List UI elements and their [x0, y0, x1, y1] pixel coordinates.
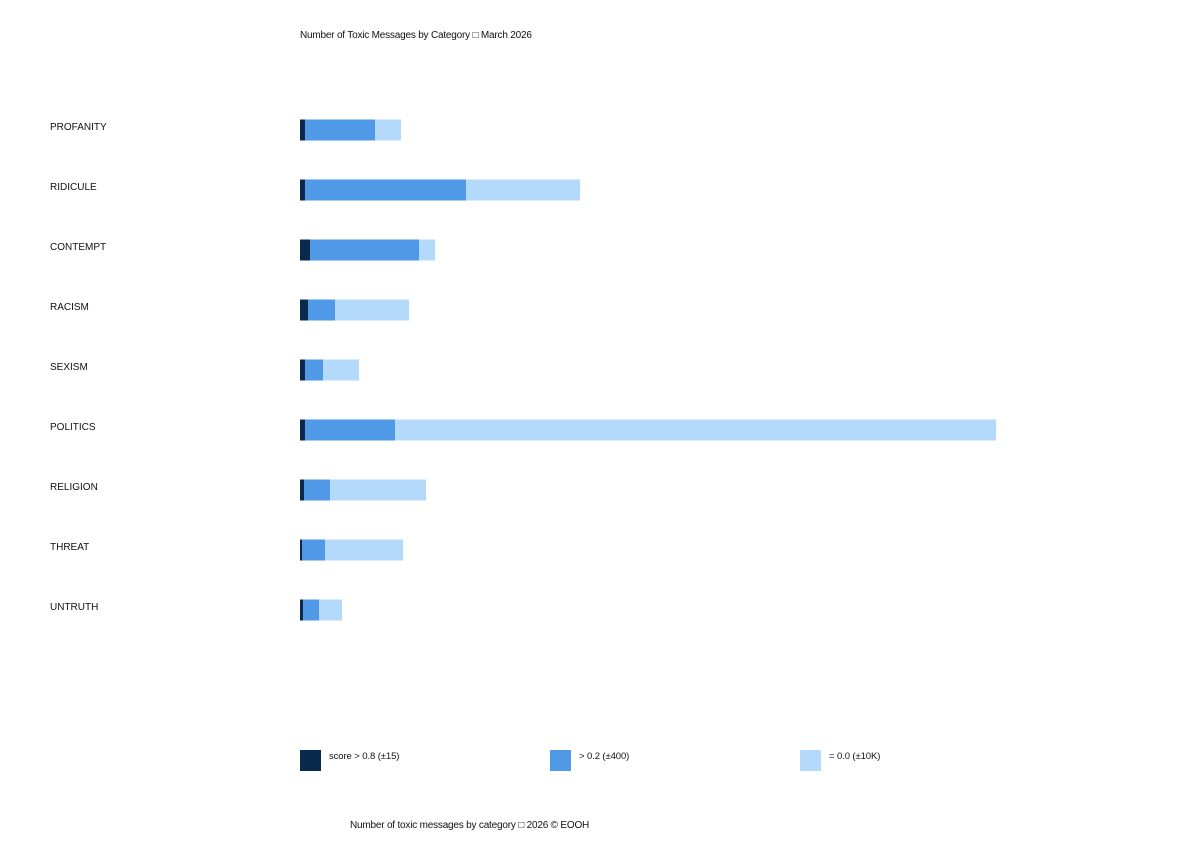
bar-profanity-zero	[375, 119, 401, 141]
category-label-politics: POLITICS	[50, 422, 96, 433]
category-label-untruth: UNTRUTH	[50, 602, 98, 613]
legend-label-zero: = 0.0 (±10K)	[829, 751, 881, 762]
legend-swatch-high	[300, 750, 321, 771]
bar-threat-high	[300, 539, 302, 561]
bar-ridicule-mid	[305, 179, 466, 201]
bar-contempt-mid	[310, 239, 419, 261]
bar-ridicule-zero	[466, 179, 580, 201]
bar-profanity-high	[300, 119, 305, 141]
bar-contempt-zero	[419, 239, 435, 261]
bar-untruth-high	[300, 599, 303, 621]
legend-swatch-zero	[800, 750, 821, 771]
category-label-threat: THREAT	[50, 542, 89, 553]
legend-swatch-mid	[550, 750, 571, 771]
bar-profanity-mid	[305, 119, 375, 141]
bar-sexism-mid	[305, 359, 323, 381]
bar-politics-zero	[395, 419, 996, 441]
chart-footer: Number of toxic messages by category □ 2…	[350, 820, 590, 831]
legend-label-high: score > 0.8 (±15)	[329, 751, 400, 762]
category-label-religion: RELIGION	[50, 482, 98, 493]
bar-racism-mid	[308, 299, 335, 321]
bar-politics-mid	[305, 419, 395, 441]
bar-threat-mid	[302, 539, 325, 561]
bar-politics-high	[300, 419, 305, 441]
chart-legend: score > 0.8 (±15) > 0.2 (±400) = 0.0 (±1…	[0, 750, 1200, 772]
category-label-profanity: PROFANITY	[50, 122, 107, 133]
category-label-racism: RACISM	[50, 302, 89, 313]
bar-ridicule-high	[300, 179, 305, 201]
category-label-ridicule: RIDICULE	[50, 182, 97, 193]
bar-religion-high	[300, 479, 304, 501]
legend-label-mid: > 0.2 (±400)	[579, 751, 630, 762]
bar-religion-mid	[304, 479, 330, 501]
bar-sexism-zero	[323, 359, 359, 381]
bar-racism-zero	[335, 299, 409, 321]
bar-religion-zero	[330, 479, 426, 501]
category-label-contempt: CONTEMPT	[50, 242, 106, 253]
chart-title: Number of Toxic Messages by Category □ M…	[300, 30, 532, 41]
bar-untruth-mid	[303, 599, 319, 621]
bar-sexism-high	[300, 359, 305, 381]
bar-racism-high	[300, 299, 308, 321]
bar-contempt-high	[300, 239, 310, 261]
bar-untruth-zero	[319, 599, 342, 621]
category-label-sexism: SEXISM	[50, 362, 88, 373]
chart-plot: PROFANITY RIDICULE CONTEMPT RACISM SEXISM POL…	[50, 119, 996, 621]
bar-threat-zero	[325, 539, 403, 561]
